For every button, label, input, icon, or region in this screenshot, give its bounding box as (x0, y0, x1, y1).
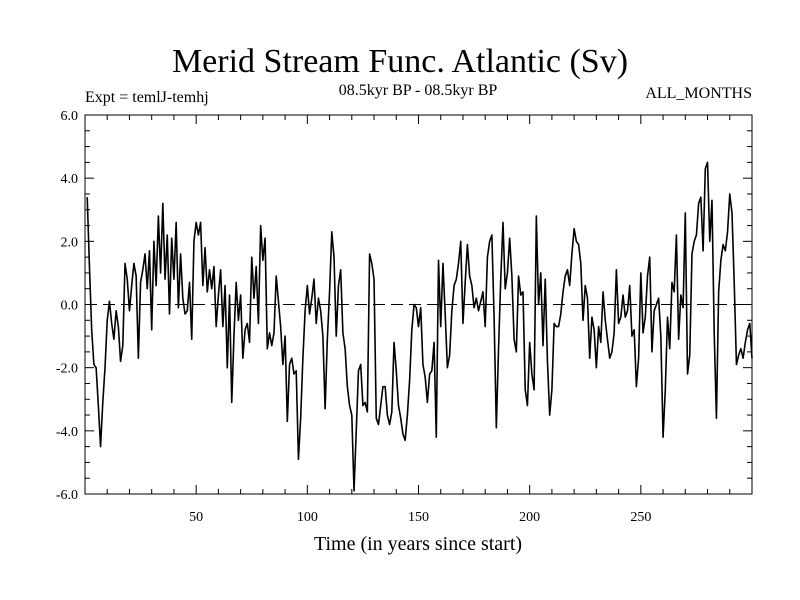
y-tick-label: -2.0 (56, 362, 78, 377)
series-line (86, 161, 753, 492)
x-tick-label: 150 (408, 510, 429, 525)
x-tick-label: 100 (297, 510, 318, 525)
y-tick-label: -4.0 (56, 425, 78, 440)
period-label: 08.5kyr BP - 08.5kyr BP (339, 82, 498, 99)
y-tick-label: 2.0 (61, 235, 79, 250)
y-tick-label: 4.0 (61, 172, 79, 187)
y-tick-label: 0.0 (61, 299, 79, 314)
chart-title: Merid Stream Func. Atlantic (Sv) (172, 43, 628, 80)
x-tick-label: 50 (189, 510, 203, 525)
experiment-label: Expt = temlJ-temhj (85, 89, 209, 106)
months-label: ALL_MONTHS (645, 85, 752, 102)
x-tick-label: 250 (630, 510, 651, 525)
y-tick-label: 6.0 (61, 109, 79, 124)
x-axis-label: Time (in years since start) (314, 533, 522, 555)
y-tick-label: -6.0 (56, 488, 78, 503)
x-axis: 50 100 150 200 250 (106, 115, 731, 525)
x-tick-label: 200 (519, 510, 540, 525)
y-axis: 6.0 4.0 2.0 0.0 -2.0 -4.0 -6.0 (56, 109, 752, 503)
